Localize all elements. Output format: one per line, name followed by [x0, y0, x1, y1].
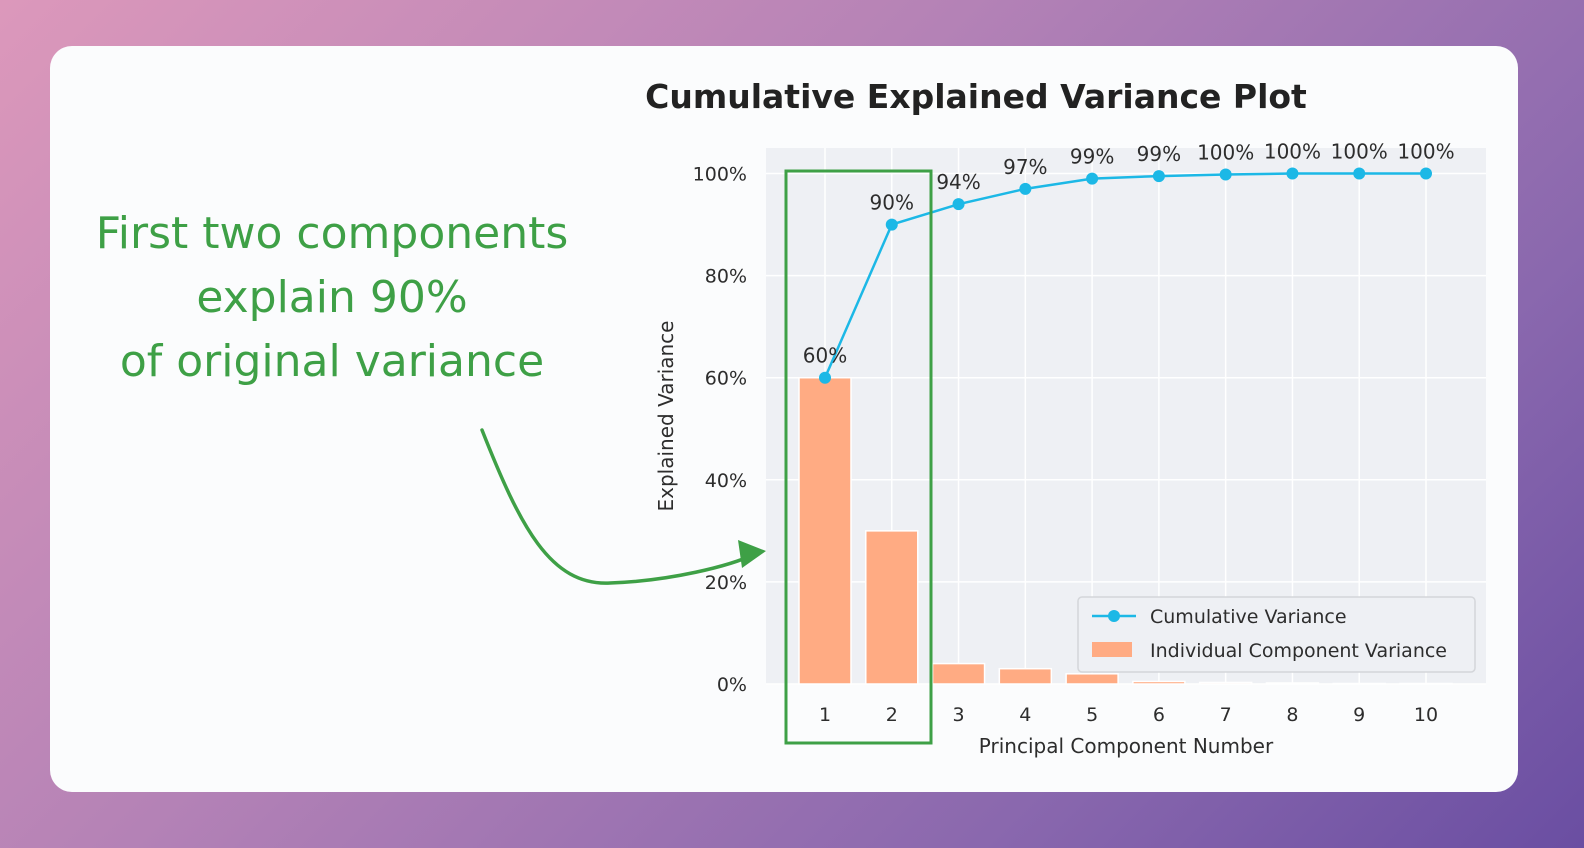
- cumulative-label-3: 94%: [936, 170, 980, 194]
- x-tick-label: 5: [1086, 704, 1098, 726]
- cumulative-point-8: [1286, 167, 1299, 180]
- legend-frame: [1077, 596, 1476, 673]
- x-axis-label: Principal Component Number: [979, 734, 1274, 758]
- cumulative-label-8: 100%: [1264, 140, 1321, 164]
- annotation-arrow: [480, 428, 757, 585]
- cumulative-label-9: 100%: [1331, 140, 1388, 164]
- cumulative-point-7: [1219, 168, 1232, 181]
- annotation-line-3: of original variance: [120, 336, 544, 387]
- y-tick-label: 40%: [705, 470, 747, 492]
- chart-card: Cumulative Explained Variance Plot 0% 20%…: [50, 46, 1518, 792]
- bar-component-2: [865, 530, 919, 685]
- annotation-line-2: explain 90%: [196, 272, 467, 323]
- y-tick-label: 100%: [693, 164, 747, 186]
- chart-legend: Cumulative Variance Individual Component…: [1077, 596, 1476, 673]
- y-tick-label: 0%: [717, 674, 747, 696]
- y-tick-label: 80%: [705, 266, 747, 288]
- legend-bar-swatch: [1092, 642, 1132, 657]
- cumulative-point-9: [1353, 167, 1366, 180]
- bar-component-9: [1332, 682, 1386, 685]
- bar-component-8: [1265, 682, 1320, 685]
- cumulative-label-5: 99%: [1070, 145, 1114, 169]
- y-axis-ticks: 0% 20% 40% 60% 80% 100%: [693, 164, 747, 696]
- legend-label-individual: Individual Component Variance: [1150, 640, 1447, 662]
- cumulative-label-1: 60%: [803, 344, 847, 368]
- cumulative-point-3: [952, 198, 965, 211]
- x-axis-ticks: 1 2 3 4 5 6 7 8 9 10: [819, 704, 1438, 726]
- x-tick-label: 4: [1019, 704, 1031, 726]
- cumulative-line: [823, 172, 1426, 379]
- y-axis-label: Explained Variance: [654, 321, 678, 512]
- annotation-line-1: First two components: [96, 208, 569, 259]
- cumulative-label-4: 97%: [1003, 155, 1047, 179]
- cumulative-point-5: [1086, 172, 1099, 185]
- grid-lines: [766, 148, 1486, 685]
- legend-label-cumulative: Cumulative Variance: [1150, 606, 1347, 628]
- highlight-box: [784, 169, 933, 745]
- point-labels: 60% 90% 94% 97% 99% 99% 100% 100% 100% 100%: [803, 140, 1455, 368]
- cumulative-label-2: 90%: [870, 191, 914, 215]
- bar-component-10: [1399, 682, 1453, 685]
- chart-title: Cumulative Explained Variance Plot: [645, 77, 1307, 116]
- annotation-arrow-head: [738, 540, 766, 568]
- cumulative-label-6: 99%: [1137, 142, 1181, 166]
- x-tick-label: 1: [819, 704, 831, 726]
- cumulative-label-7: 100%: [1197, 141, 1254, 165]
- cumulative-point-4: [1019, 182, 1032, 195]
- cumulative-label-10: 100%: [1397, 140, 1454, 164]
- y-tick-label: 20%: [705, 572, 747, 594]
- bar-component-7: [1198, 681, 1253, 685]
- x-tick-label: 2: [886, 704, 898, 726]
- line-series: [819, 167, 1432, 384]
- x-tick-label: 3: [953, 704, 965, 726]
- x-tick-label: 6: [1153, 704, 1165, 726]
- bar-component-5: [1065, 673, 1119, 685]
- variance-chart: Cumulative Explained Variance Plot 0%20%…: [96, 77, 1486, 758]
- x-tick-label: 8: [1286, 704, 1298, 726]
- bar-component-3: [931, 662, 986, 685]
- bar-component-6: [1132, 680, 1186, 685]
- cumulative-point-2: [885, 218, 898, 231]
- x-tick-label: 10: [1414, 704, 1438, 726]
- bar-component-1: [798, 376, 852, 685]
- x-tick-label: 9: [1353, 704, 1365, 726]
- legend-line-marker: [1108, 610, 1120, 622]
- bar-component-4: [998, 667, 1053, 685]
- cumulative-point-10: [1420, 167, 1432, 180]
- x-tick-label: 7: [1220, 704, 1232, 726]
- cumulative-point-1: [819, 371, 831, 384]
- y-tick-label: 60%: [705, 368, 747, 390]
- cumulative-point-6: [1152, 170, 1165, 183]
